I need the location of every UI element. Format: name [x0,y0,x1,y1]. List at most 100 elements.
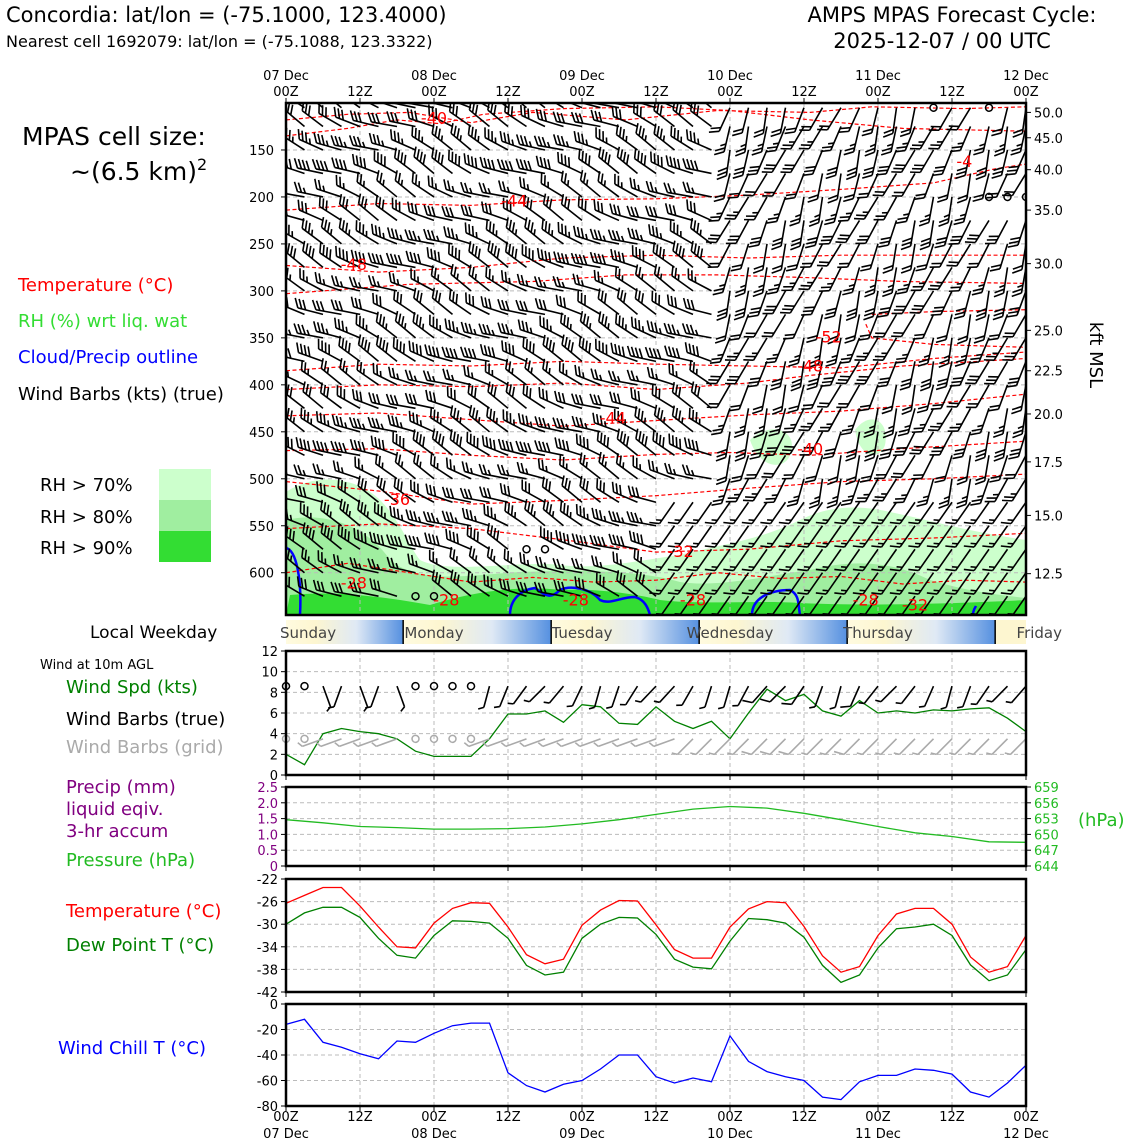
upper-barb-73-shaft [873,126,879,153]
upper-barb-388 [616,287,639,315]
upper-barb-90-flag [414,127,417,139]
upper-barb-465-flag [532,343,535,354]
true-barb-11-half [477,706,485,710]
ytick-right-label-top-9: 15.0 [1034,509,1063,524]
upper-barb-107-flag [733,170,744,176]
upper-barb-540-flag [393,395,399,406]
upper-barb-161 [972,173,990,203]
upper-barb-69-flag [780,147,791,150]
upper-barb-126-flag [319,160,325,171]
forecast-cycle-date: 2025-12-07 / 00 UTC [833,29,1051,53]
upper-barb-87-shaft [352,144,379,151]
upper-barb-440 [825,337,842,368]
upper-barb-520-flag [787,409,798,414]
upper-barb-340-half [491,275,494,282]
upper-barb-210-flag [360,196,365,207]
upper-barb-230 [725,220,750,245]
upper-barb-223-flag [593,199,596,211]
upper-barb-458-flag [402,343,406,354]
upper-barb-367-flag [994,307,1005,313]
upper-barb-112-flag [826,170,837,176]
upper-barb-455-shaft [338,345,361,362]
upper-barb-47-flag [367,111,373,123]
upper-barb-441-shaft [848,337,861,363]
upper-barb-412 [293,323,324,339]
upper-barb-135-flag [483,157,488,169]
upper-barb-451-flag [255,347,261,357]
ytick-right-label-top-4: 30.0 [1034,258,1063,273]
upper-barb-581-flag [387,414,392,425]
isotherm-label-8: -36 [384,490,410,509]
upper-barb-375-flag [375,294,378,305]
upper-barb-598-flag [715,456,726,462]
upper-barb-592-flag [595,413,600,425]
upper-barb-451-flag [263,348,269,358]
upper-barb-340-flag [488,268,491,280]
upper-barb-368-flag [1006,314,1018,318]
upper-barb-327-flag [1011,292,1022,298]
upper-barb-266 [627,227,657,245]
upper-barb-366-shaft [984,290,990,317]
upper-barb-75-flag [896,146,907,149]
upper-barb-317-half [827,282,834,285]
upper-barb-37 [946,107,972,131]
upper-barb-577-flag [319,412,323,424]
upper-barb-338 [450,263,472,292]
upper-barb-98-flag [552,134,558,145]
upper-barb-396-shaft [771,313,787,337]
upper-barb-408-flag [987,337,999,341]
upper-barb-494-shaft [300,369,324,386]
upper-barb-524-shaft [868,384,879,410]
upper-barb-91-half [440,135,444,142]
upper-barb-355-flag [766,305,777,308]
upper-barb-130-flag [397,149,401,161]
upper-barb-329 [286,267,305,292]
upper-barb-498-shaft [373,372,398,386]
upper-barb-458 [392,337,416,363]
upper-barb-470-flag [621,346,626,357]
upper-barb-539 [368,392,398,410]
true-barb-2-shaft [322,685,332,708]
upper-barb-438-half [794,354,801,358]
upper-barb-348-half [641,273,644,280]
upper-barb-486-flag [920,382,931,388]
upper-barb-111-shaft [811,149,824,175]
upper-barb-196-half [862,211,869,214]
upper-barb-244-flag [988,235,1000,238]
upper-barb-564-half [847,424,854,428]
upper-barb-167-flag [317,179,322,191]
upper-barb-184-flag [633,178,637,190]
upper-barb-114-flag [863,166,875,172]
upper-barb-337 [430,265,453,292]
upper-barb-39 [991,107,1009,137]
upper-barb-418-flag [412,311,416,323]
upper-barb-88-flag [376,134,381,146]
ytick-label-top-3: 300 [249,285,274,300]
upper-barb-253-flag [386,227,392,238]
upper-barb-468-flag [585,340,588,351]
upper-barb-281-flag [915,267,926,272]
upper-barb-547-flag [525,385,529,397]
upper-barb-577-flag [323,414,326,425]
upper-barb-584 [449,405,472,433]
upper-barb-578-flag [335,415,340,427]
upper-barb-544-flag [467,383,471,394]
upper-barb-485 [899,361,916,391]
upper-barb-491 [1006,361,1026,388]
upper-barb-144-flag [657,155,660,166]
upper-barb-100 [595,127,620,151]
upper-barb-599-flag [735,452,746,458]
upper-barb-47-flag [375,113,381,124]
upper-barb-452-flag [287,348,292,359]
upper-barb-432-flag [663,322,669,334]
upper-barb-330 [299,268,324,292]
upper-barb-198-half [903,213,910,216]
upper-barb-26 [753,107,768,138]
upper-barb-413-flag [320,323,325,334]
upper-barb-207 [297,199,324,222]
upper-barb-499-shaft [390,376,416,386]
upper-barb-562-flag [798,429,809,432]
upper-barb-559-half [758,425,765,430]
upper-barb-82-flag [268,129,278,139]
grid-barb-26-flag [741,750,752,756]
